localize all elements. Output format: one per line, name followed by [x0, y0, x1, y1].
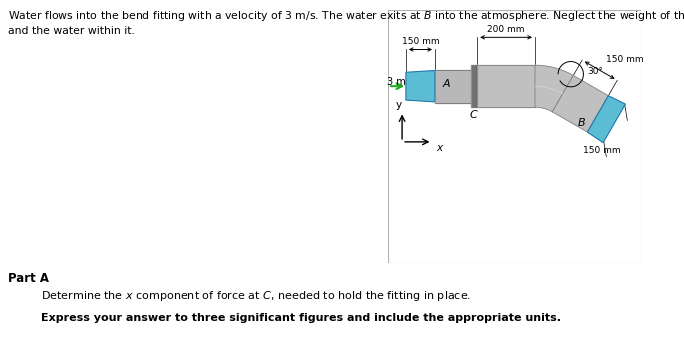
Text: Express your answer to three significant figures and include the appropriate uni: Express your answer to three significant… [41, 313, 561, 323]
Polygon shape [406, 70, 435, 102]
Text: 150 mm: 150 mm [606, 55, 644, 64]
Text: 150 mm: 150 mm [402, 38, 439, 47]
Polygon shape [588, 96, 625, 143]
Polygon shape [552, 76, 608, 132]
Text: C: C [470, 110, 477, 120]
Text: 3 m/s: 3 m/s [387, 77, 414, 88]
Text: 30°: 30° [588, 67, 603, 76]
Text: A: A [443, 79, 450, 89]
Text: x: x [436, 143, 443, 153]
Polygon shape [535, 65, 573, 112]
Text: y: y [396, 100, 402, 110]
Text: 200 mm: 200 mm [488, 25, 525, 34]
Text: Part A: Part A [8, 272, 49, 285]
Text: and the water within it.: and the water within it. [8, 26, 135, 36]
Text: 150 mm: 150 mm [583, 146, 620, 155]
Text: Determine the $x$ component of force at $C$, needed to hold the fitting in place: Determine the $x$ component of force at … [41, 289, 471, 303]
FancyBboxPatch shape [389, 10, 642, 263]
Text: B: B [577, 118, 585, 128]
Text: Water flows into the bend fitting with a velocity of 3 m/s. The water exits at $: Water flows into the bend fitting with a… [8, 9, 684, 23]
